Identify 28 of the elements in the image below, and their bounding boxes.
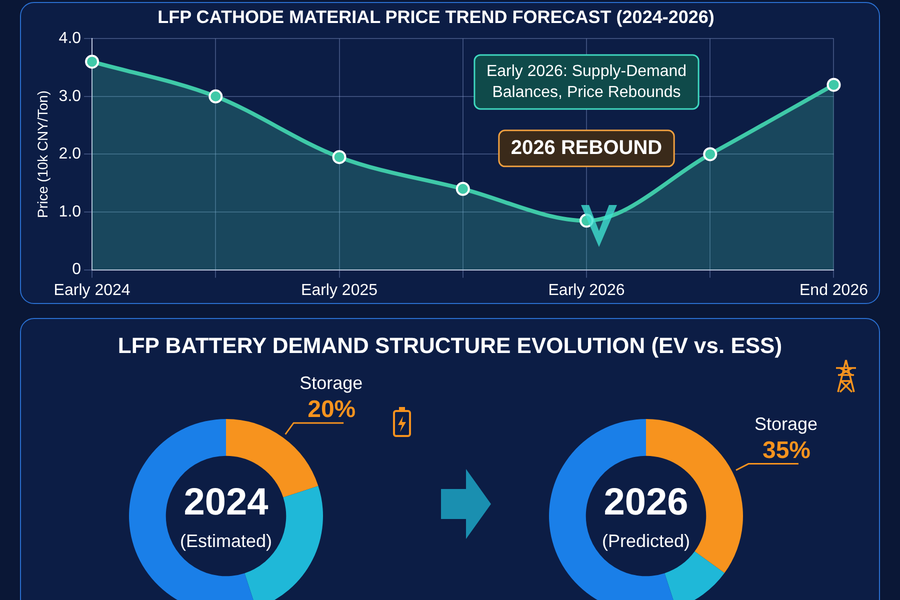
text: 2026 xyxy=(604,481,688,524)
data-label: 35% xyxy=(762,436,811,464)
y-tick-label: 4.0 xyxy=(58,30,82,48)
annotation: Early 2026: Supply-Demand Balances, Price Rebounds xyxy=(486,62,687,101)
y-tick-label: 1.0 xyxy=(58,203,82,220)
x-tick-label: Early 2025 xyxy=(301,282,378,299)
annotation: 2026 REBOUND xyxy=(510,136,662,159)
y-tick-label: 2.0 xyxy=(58,146,82,163)
data-label: 20% xyxy=(308,396,356,423)
y-tick-label: 0 xyxy=(72,261,82,278)
slice-label: Storage xyxy=(300,372,363,393)
point xyxy=(826,78,841,92)
chart-title: LFP CATHODE MATERIAL PRICE TREND FORECAST (2024-2026) xyxy=(158,6,714,27)
slice-label: Storage xyxy=(754,414,818,434)
point xyxy=(703,147,718,162)
x-tick-label: End 2026 xyxy=(799,282,868,299)
text: LFP BATTERY DEMAND STRUCTURE EVOLUTION (EV vs. ESS) xyxy=(116,333,784,359)
point xyxy=(332,150,346,164)
text: 2024 xyxy=(184,481,268,524)
y-axis-title: Price (10k CNY/Ton) xyxy=(34,90,50,218)
point xyxy=(208,89,223,104)
point xyxy=(85,54,100,69)
text: (Predicted) xyxy=(602,530,690,551)
text: (Estimated) xyxy=(180,530,272,551)
x-tick-label: Early 2024 xyxy=(54,282,130,299)
y-tick-label: 3.0 xyxy=(58,88,82,105)
x-tick-label: Early 2026 xyxy=(548,282,625,299)
point xyxy=(456,182,470,196)
